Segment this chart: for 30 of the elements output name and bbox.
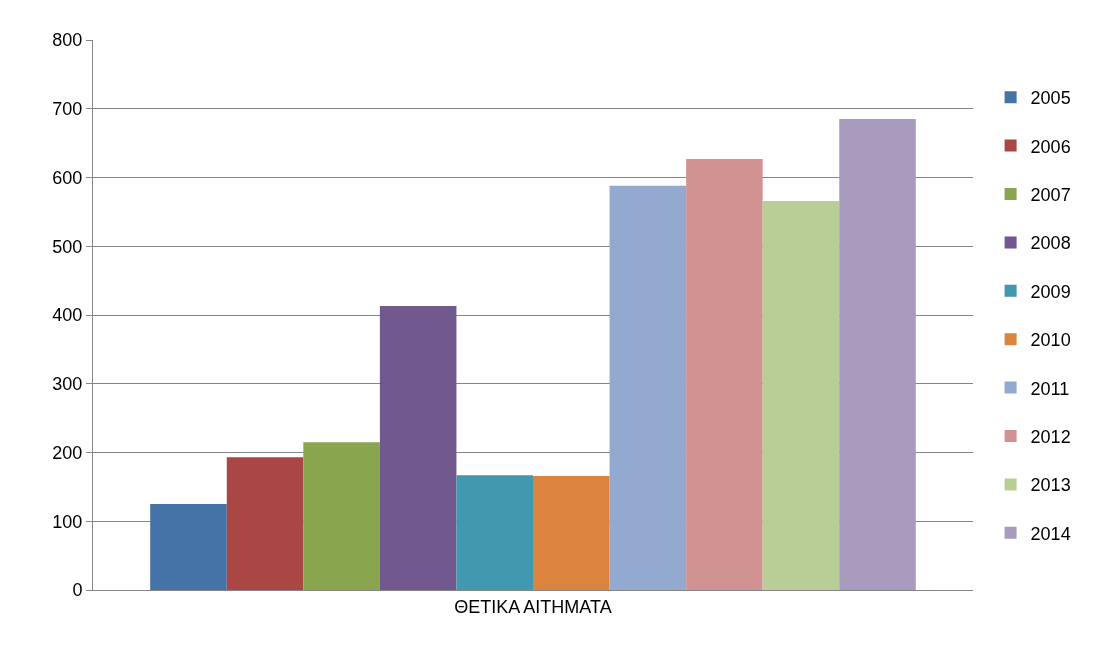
bar bbox=[762, 200, 840, 590]
legend-label: 2006 bbox=[1030, 136, 1071, 157]
legend-label: 2014 bbox=[1030, 523, 1071, 544]
legend-label: 2009 bbox=[1030, 281, 1071, 302]
y-tick-label: 700 bbox=[52, 99, 83, 120]
y-tick-label: 500 bbox=[52, 236, 83, 257]
y-tick-label: 600 bbox=[52, 167, 83, 188]
legend-label: 2010 bbox=[1030, 330, 1071, 351]
bar bbox=[609, 185, 687, 590]
legend-label: 2012 bbox=[1030, 427, 1071, 448]
y-tick-label: 100 bbox=[52, 511, 83, 532]
legend-label: 2008 bbox=[1030, 233, 1071, 254]
bar bbox=[456, 475, 533, 590]
x-tick-label: ΘΕΤΙΚΑ ΑΙΤΗΜΑΤΑ bbox=[454, 596, 612, 617]
legend-label: 2013 bbox=[1030, 475, 1071, 496]
bar bbox=[533, 475, 610, 590]
y-tick-label: 200 bbox=[52, 442, 83, 463]
bar bbox=[303, 442, 380, 590]
y-tick-label: 800 bbox=[52, 30, 83, 51]
legend-label: 2005 bbox=[1030, 88, 1071, 109]
bar bbox=[686, 158, 763, 590]
y-tick-label: 400 bbox=[52, 305, 83, 326]
bar bbox=[839, 119, 916, 590]
bar bbox=[150, 504, 227, 590]
legend-label: 2007 bbox=[1030, 185, 1071, 206]
y-tick-label: 300 bbox=[52, 374, 83, 395]
legend-label: 2011 bbox=[1030, 378, 1070, 399]
bar bbox=[226, 457, 304, 590]
bar bbox=[379, 306, 457, 590]
y-tick-label: 0 bbox=[72, 580, 83, 601]
